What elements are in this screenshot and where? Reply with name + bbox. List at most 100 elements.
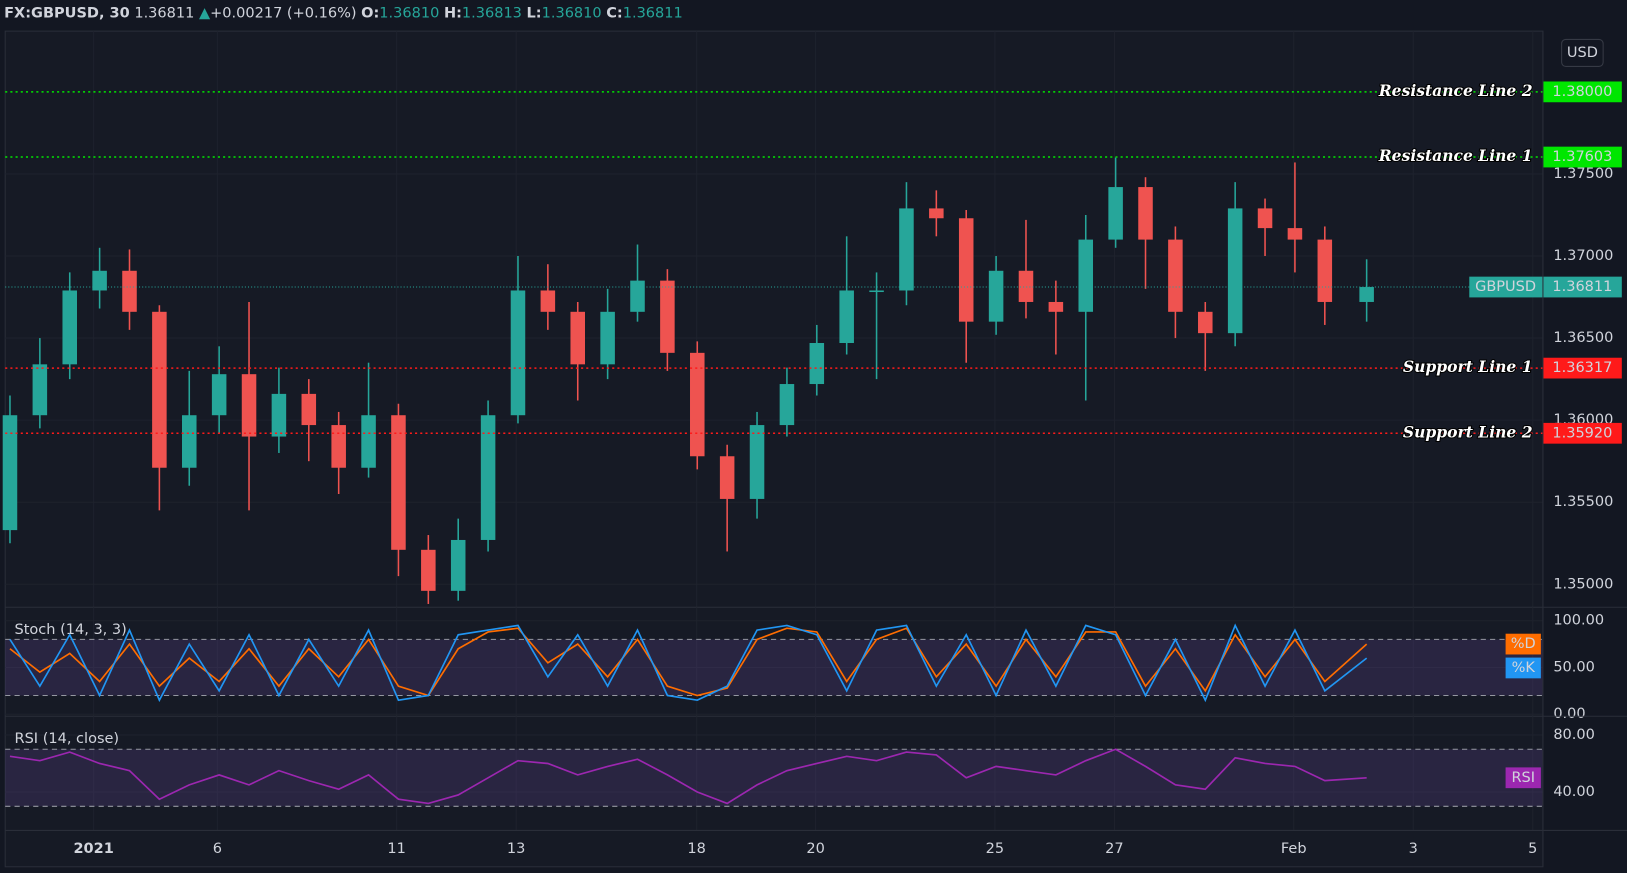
- candle-body: [779, 384, 795, 426]
- x-tick-label: 3: [1409, 841, 1418, 857]
- indicator-title: RSI (14, close): [15, 731, 120, 747]
- candle-body: [749, 425, 765, 499]
- candle-body: [929, 208, 944, 219]
- ohlc-key: C:: [606, 5, 622, 21]
- candle-body: [690, 352, 705, 457]
- candle-body: [480, 415, 496, 540]
- ohlc-value: 1.36813: [462, 5, 522, 21]
- candle-body: [1108, 187, 1123, 240]
- candle-body: [211, 374, 227, 416]
- last-price-value: 1.36811: [1552, 279, 1612, 295]
- y-tick-label: 1.37000: [1553, 248, 1613, 264]
- y-tick-label: 80.00: [1553, 727, 1595, 743]
- level-price: 1.36317: [1552, 360, 1612, 376]
- currency-button[interactable]: [1561, 38, 1604, 67]
- candle-body: [2, 415, 18, 531]
- candle-body: [1078, 239, 1094, 312]
- level-label: Support Line 1: [1403, 357, 1533, 376]
- level-price-box: [1542, 146, 1622, 168]
- ohlc-value: 1.36810: [379, 5, 439, 21]
- candle-body: [271, 393, 287, 437]
- x-tick-label: 2021: [73, 841, 113, 857]
- x-tick-label: 20: [806, 841, 824, 857]
- candle-body: [809, 343, 825, 385]
- candle-body: [361, 415, 376, 468]
- candle-body: [600, 311, 615, 365]
- y-tick-label: 1.36500: [1553, 330, 1613, 346]
- change: +0.00217 (+0.16%): [210, 5, 356, 21]
- candle-body: [1018, 270, 1034, 302]
- candle-body: [988, 270, 1004, 322]
- indicator-title: Stoch (14, 3, 3): [15, 622, 127, 638]
- level-label: Resistance Line 2: [1378, 81, 1533, 100]
- x-tick-label: 5: [1528, 841, 1537, 857]
- y-tick-label: 1.35500: [1553, 494, 1613, 510]
- y-tick-label: 1.37500: [1553, 166, 1613, 182]
- legend-label: %K: [1512, 660, 1536, 676]
- candle-body: [660, 280, 675, 353]
- y-tick-label: 1.35000: [1553, 576, 1613, 592]
- candle-body: [1257, 208, 1273, 229]
- candle-body: [1168, 239, 1183, 312]
- candle-body: [839, 290, 854, 344]
- candle-body: [301, 393, 317, 426]
- level-label: Support Line 2: [1403, 422, 1533, 441]
- series-line: [9, 627, 1368, 697]
- y-tick-label: 100.00: [1553, 613, 1604, 629]
- candle-body: [62, 290, 77, 365]
- candle-body: [719, 456, 735, 499]
- candle-body: [391, 415, 406, 550]
- level-price-box: [1542, 422, 1622, 444]
- candle-body: [1048, 301, 1064, 312]
- y-tick-label: 50.00: [1553, 659, 1595, 675]
- series-line: [9, 748, 1367, 805]
- candle-body: [122, 270, 137, 312]
- last-price-name-box: [1469, 276, 1543, 298]
- chart-layer: 1.350001.355001.360001.365001.370001.375…: [2, 31, 1627, 867]
- candle-body: [899, 208, 914, 291]
- level-price: 1.37603: [1552, 149, 1612, 165]
- candle-body: [32, 364, 48, 416]
- ohlc-value: 1.36811: [623, 5, 683, 21]
- x-tick-label: 13: [507, 841, 525, 857]
- series-line: [9, 623, 1368, 703]
- candle-body: [152, 311, 167, 468]
- candle-body: [450, 539, 466, 591]
- ohlc-key: O:: [361, 5, 379, 21]
- candle-body: [241, 374, 257, 437]
- candle-body: [92, 270, 107, 291]
- candle-body: [1317, 239, 1333, 302]
- level-price: 1.38000: [1552, 84, 1612, 100]
- y-tick-label: 0.00: [1553, 706, 1585, 722]
- up-arrow: ▲: [199, 5, 211, 21]
- last-price: 1.36811: [134, 5, 194, 21]
- x-tick-label: 11: [387, 841, 405, 857]
- candle-body: [1198, 311, 1213, 334]
- level-price-box: [1542, 81, 1622, 103]
- currency-label[interactable]: USD: [1567, 45, 1598, 61]
- x-tick-label: 6: [213, 841, 222, 857]
- candle-body: [331, 425, 346, 468]
- candle-body: [1287, 228, 1303, 240]
- symbol: FX:GBPUSD, 30: [4, 5, 130, 21]
- x-tick-label: 27: [1105, 841, 1123, 857]
- candle-body: [1359, 287, 1374, 302]
- candle-body: [540, 290, 556, 312]
- legend-box: [1505, 657, 1541, 679]
- ohlc-key: L:: [527, 5, 542, 21]
- level-price: 1.35920: [1552, 425, 1612, 441]
- x-tick-label: 18: [687, 841, 705, 857]
- ohlc-key: H:: [444, 5, 462, 21]
- candle-body: [630, 280, 645, 312]
- header: FX:GBPUSD, 30 1.36811 ▲+0.00217 (+0.16%)…: [4, 5, 683, 21]
- candle-body: [1227, 208, 1243, 334]
- band-fill: [5, 639, 1543, 696]
- candle-body: [182, 415, 197, 468]
- ohlc-value: 1.36810: [542, 5, 602, 21]
- candle-body: [1138, 187, 1153, 240]
- candle-body: [421, 549, 436, 591]
- legend-box: [1505, 767, 1541, 789]
- plot-frame: [4, 30, 1544, 868]
- level-price-box: [1542, 357, 1622, 379]
